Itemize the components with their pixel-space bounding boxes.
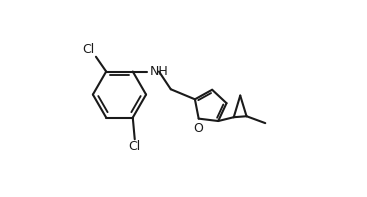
Text: O: O <box>194 122 204 135</box>
Text: Cl: Cl <box>83 43 95 56</box>
Text: Cl: Cl <box>128 140 141 153</box>
Text: NH: NH <box>149 65 168 78</box>
